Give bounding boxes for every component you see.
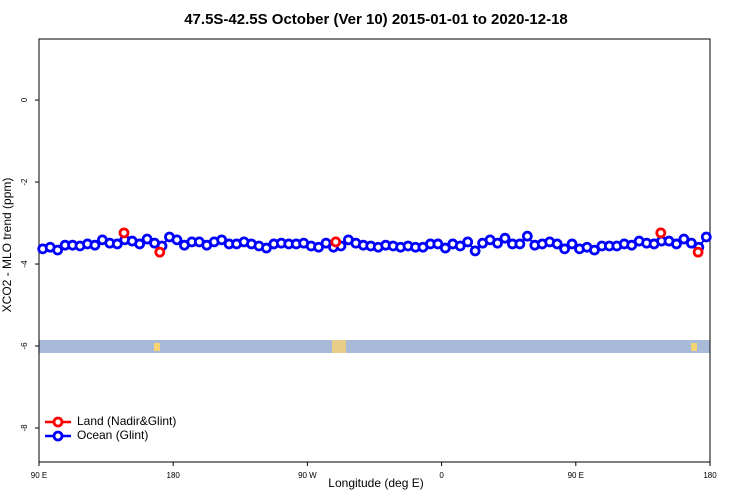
data-point xyxy=(469,245,481,257)
data-point xyxy=(566,238,578,250)
x-tick-label: 0 xyxy=(439,471,444,480)
chart-title: 47.5S-42.5S October (Ver 10) 2015-01-01 … xyxy=(184,11,568,28)
y-tick-label: -2 xyxy=(20,178,29,186)
data-point xyxy=(171,234,183,246)
coverage-band xyxy=(39,340,710,353)
x-tick-label: 180 xyxy=(167,471,181,480)
x-tick-label: 90 E xyxy=(31,471,47,480)
data-point xyxy=(692,246,704,258)
coverage-band-mark xyxy=(691,343,697,351)
data-point xyxy=(134,238,146,250)
data-point xyxy=(330,236,342,248)
y-tick-label: -6 xyxy=(20,342,29,350)
y-axis-label: XCO2 - MLO trend (ppm) xyxy=(0,178,14,313)
data-point xyxy=(514,238,526,250)
coverage-band-mark xyxy=(154,343,160,351)
legend-marker xyxy=(52,416,64,428)
y-tick-label: -4 xyxy=(20,260,29,268)
legend-label: Land (Nadir&Glint) xyxy=(77,414,176,428)
x-tick-label: 90 W xyxy=(298,471,317,480)
x-tick-label: 180 xyxy=(703,471,717,480)
data-point xyxy=(559,243,571,255)
data-point xyxy=(492,237,503,249)
data-point xyxy=(462,236,474,248)
x-tick-label: 90 E xyxy=(568,471,584,480)
data-point xyxy=(154,246,166,258)
y-tick-label: -8 xyxy=(20,424,29,432)
data-point xyxy=(118,227,130,239)
data-point xyxy=(521,230,533,242)
legend-label: Ocean (Glint) xyxy=(77,428,148,442)
coverage-band-mark xyxy=(332,340,346,353)
data-point xyxy=(499,232,511,244)
data-point xyxy=(655,227,667,239)
data-point xyxy=(700,231,712,243)
legend-marker xyxy=(52,430,64,442)
data-point xyxy=(551,238,563,250)
x-axis-label: Longitude (deg E) xyxy=(328,476,423,490)
data-point xyxy=(89,239,101,251)
data-point xyxy=(52,244,64,256)
y-tick-label: 0 xyxy=(20,97,29,102)
data-point xyxy=(671,238,682,250)
